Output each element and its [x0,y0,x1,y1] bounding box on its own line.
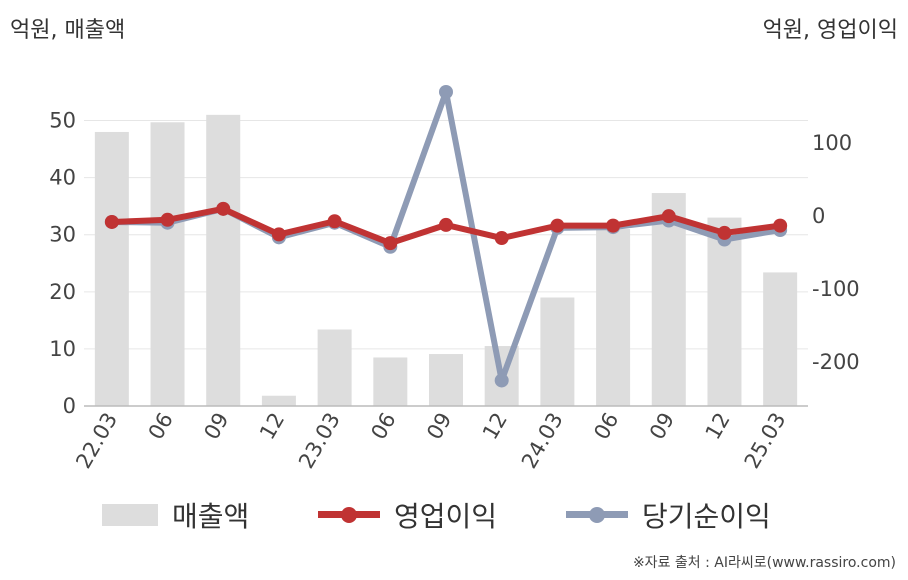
bar-revenue [707,217,742,406]
bar-revenue [317,329,352,406]
point-operating-profit [606,218,621,233]
bar-revenue [651,193,686,406]
legend: 매출액 영업이익 당기순이익 [0,490,908,540]
right-axis-tick-label: -200 [812,350,860,374]
left-axis-tick-label: 50 [49,109,76,133]
bar-revenue [94,131,129,407]
point-operating-profit [383,236,398,251]
left-axis-unit-label: 억원, 매출액 [10,18,126,43]
legend-label-net-income: 당기순이익 [642,500,771,533]
bar-revenue [261,395,296,406]
x-axis-tick-label: 22.03 [71,409,122,473]
bar-revenue [150,122,185,406]
x-axis-tick-label: 12 [255,409,289,444]
point-operating-profit [327,214,342,229]
x-axis-tick-label: 06 [366,409,400,444]
x-axis-tick-label: 06 [144,409,178,444]
legend-label-operating-profit: 영업이익 [394,500,498,533]
x-axis-tick-label: 24.03 [517,409,568,473]
x-axis-tick-label: 09 [199,409,233,444]
right-axis-tick-label: -100 [812,277,860,301]
x-axis-tick-label: 06 [589,409,623,444]
point-operating-profit [160,212,175,227]
left-axis-tick-label: 20 [49,280,76,304]
x-axis-tick-label: 23.03 [294,409,345,473]
x-axis-tick-label: 25.03 [740,409,791,473]
point-net-income [439,85,453,99]
bar-revenue [373,357,408,406]
bar-revenue [429,354,463,406]
x-axis-tick-label: 09 [422,409,456,444]
bar-revenue [596,229,631,406]
source-caption: ※자료 출처 : AI라씨로(www.rassiro.com) [632,555,896,571]
point-operating-profit [216,201,231,216]
left-axis-tick-label: 0 [63,394,76,418]
right-axis-tick-label: 0 [812,204,825,228]
legend-item-net-income: 당기순이익 [566,490,771,540]
point-operating-profit [773,218,788,233]
point-operating-profit [439,217,453,232]
left-axis-tick-label: 40 [49,166,76,190]
right-axis-unit-label: 억원, 영업이익 [762,18,898,43]
point-net-income [494,373,509,388]
x-axis-tick-label: 12 [478,409,512,444]
left-axis-tick-label: 30 [49,223,76,247]
right-axis-tick-label: 100 [812,131,852,155]
x-axis-tick-label: 12 [701,409,735,444]
x-axis-tick-label: 09 [645,409,679,444]
point-operating-profit [494,231,509,246]
legend-label-revenue: 매출액 [172,500,250,533]
legend-item-operating-profit: 영업이익 [318,490,497,540]
bar-revenue [206,114,241,406]
legend-line-swatch-net [566,504,628,526]
bar-revenue [540,297,575,406]
legend-line-swatch-operating [318,504,380,526]
point-operating-profit [661,209,676,224]
legend-item-revenue: 매출액 [102,490,249,540]
point-operating-profit [717,225,732,240]
point-operating-profit [271,227,286,242]
legend-bar-swatch [102,504,158,526]
point-operating-profit [550,218,565,233]
point-operating-profit [104,214,119,229]
left-axis-tick-label: 10 [49,337,76,361]
bar-revenue [763,272,798,406]
